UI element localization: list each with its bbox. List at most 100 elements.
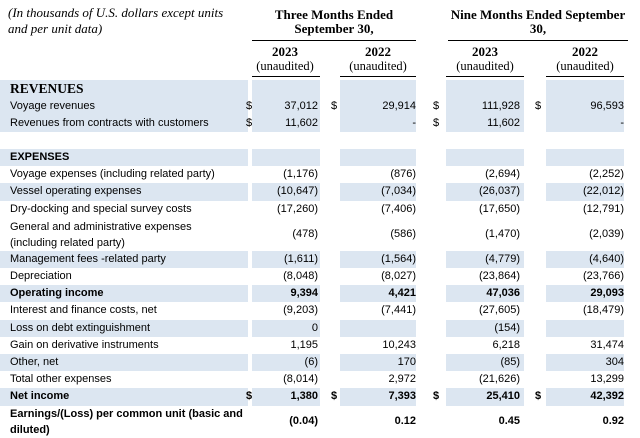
row-value: (8,014) <box>283 373 318 385</box>
row-value: 170 <box>397 356 416 368</box>
row-value: 0 <box>311 322 318 334</box>
row-shading <box>340 98 416 115</box>
row-value: (27,605) <box>479 304 520 316</box>
row-shading <box>546 115 624 132</box>
table-row: Net income 1,380 7,393 25,410 42,392 $ $ $ $ <box>0 388 640 406</box>
row-value: - <box>620 117 624 129</box>
row-label: Other, net <box>10 356 59 368</box>
year-underline <box>252 76 320 77</box>
row-shading <box>446 98 524 115</box>
row-label: Voyage expenses (including related party… <box>10 168 215 180</box>
row-label-line: (including related party) <box>10 237 125 249</box>
row-shading <box>340 251 416 268</box>
table-row: Total other expenses (8,014) 2,972 (21,626)… <box>0 371 640 388</box>
currency-symbol: $ <box>535 390 542 402</box>
row-value: (586) <box>390 228 416 240</box>
row-value: 0.45 <box>498 415 520 427</box>
row-label: Net income <box>10 390 70 402</box>
row-value: (10,647) <box>277 185 318 197</box>
row-value: (21,626) <box>479 373 520 385</box>
period-title: Three Months Ended September 30, <box>274 7 394 36</box>
row-value: 47,036 <box>486 287 520 299</box>
currency-symbol: $ <box>433 100 440 112</box>
year-header: 2023 (unaudited) <box>250 45 320 74</box>
table-row: Operating income 9,394 4,421 47,036 29,093 <box>0 285 640 302</box>
row-value: (154) <box>494 322 520 334</box>
row-value: (8,027) <box>381 270 416 282</box>
row-label-line: Earnings/(Loss) per common unit (basic a… <box>10 408 243 420</box>
row-shading <box>0 80 248 98</box>
table-row: Management fees -related party (1,611) (1,… <box>0 251 640 268</box>
row-shading <box>546 149 624 166</box>
row-label-line: diluted) <box>10 424 50 436</box>
period-header-nine-months: Nine Months Ended September 30, <box>448 8 628 36</box>
row-shading <box>252 285 320 302</box>
row-value: 1,195 <box>290 339 318 351</box>
table-row: Gain on derivative instruments 1,195 10,24… <box>0 337 640 354</box>
row-value: 0.12 <box>394 415 416 427</box>
table-row: Dry-docking and special survey costs (17,… <box>0 201 640 219</box>
row-value: 10,243 <box>382 339 416 351</box>
row-shading <box>252 98 320 115</box>
row-value: 96,593 <box>590 100 624 112</box>
row-shading <box>446 115 524 132</box>
row-value: (876) <box>390 168 416 180</box>
header-underline <box>252 40 416 41</box>
row-value: (23,864) <box>479 270 520 282</box>
row-value: 13,299 <box>590 373 624 385</box>
row-value: (17,260) <box>277 203 318 215</box>
row-value: (7,406) <box>381 203 416 215</box>
year-label: 2023 <box>472 44 498 59</box>
row-label: Interest and finance costs, net <box>10 304 157 316</box>
row-shading <box>252 149 320 166</box>
row-shading <box>340 320 416 337</box>
currency-symbol: $ <box>433 390 440 402</box>
row-label: Loss on debt extinguishment <box>10 322 151 334</box>
row-shading <box>446 285 524 302</box>
table-row: Earnings/(Loss) per common unit (basic a… <box>0 406 640 438</box>
row-shading <box>446 80 524 98</box>
row-label: Management fees -related party <box>10 253 166 265</box>
row-shading <box>252 251 320 268</box>
row-shading <box>446 320 524 337</box>
row-label: REVENUES <box>10 81 84 96</box>
row-value: 4,421 <box>388 287 416 299</box>
row-label: Earnings/(Loss) per common unit (basic a… <box>10 406 243 438</box>
row-shading <box>0 285 248 302</box>
row-shading <box>252 388 320 406</box>
row-label: Depreciation <box>10 270 72 282</box>
row-shading <box>546 388 624 406</box>
row-shading <box>546 183 624 201</box>
table-row: Voyage revenues 37,012 29,914 111,928 96,593… <box>0 98 640 115</box>
units-note: (In thousands of U.S. dollars except uni… <box>8 5 224 36</box>
row-shading <box>546 320 624 337</box>
row-shading <box>0 354 248 371</box>
row-value: (478) <box>292 228 318 240</box>
row-shading <box>0 251 248 268</box>
table-row: Vessel operating expenses (10,647) (7,034)… <box>0 183 640 201</box>
row-shading <box>0 320 248 337</box>
row-shading <box>446 149 524 166</box>
row-value: 2,972 <box>388 373 416 385</box>
row-shading <box>446 251 524 268</box>
row-shading <box>446 388 524 406</box>
row-shading <box>340 80 416 98</box>
row-value: 1,380 <box>290 390 318 402</box>
table-row: Voyage expenses (including related party… <box>0 166 640 183</box>
row-value: - <box>412 117 416 129</box>
audit-status: (unaudited) <box>556 59 614 73</box>
row-value: (1,176) <box>283 168 318 180</box>
row-value: (9,203) <box>283 304 318 316</box>
row-value: (12,791) <box>583 203 624 215</box>
period-header-three-months: Three Months Ended September 30, <box>252 8 416 36</box>
row-value: 7,393 <box>388 390 416 402</box>
row-shading <box>446 183 524 201</box>
row-value: (23,766) <box>583 270 624 282</box>
row-shading <box>340 183 416 201</box>
currency-symbol: $ <box>246 100 253 112</box>
row-value: 29,914 <box>382 100 416 112</box>
table-row: General and administrative expenses (incl… <box>0 219 640 251</box>
year-underline <box>446 76 524 77</box>
row-shading <box>252 320 320 337</box>
